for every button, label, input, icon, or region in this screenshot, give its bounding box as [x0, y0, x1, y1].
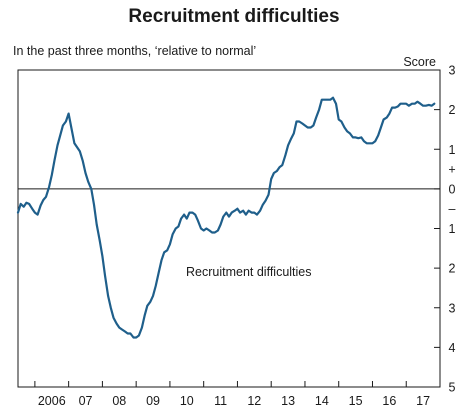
y-tick-label: 3	[449, 301, 456, 315]
series-line	[16, 96, 436, 339]
chart-title: Recruitment difficulties	[128, 6, 340, 27]
series-annotation: Recruitment difficulties	[186, 265, 312, 279]
x-tick-label: 14	[315, 394, 329, 408]
y-tick-label: 2	[449, 262, 456, 276]
y-tick-label: 1	[449, 222, 456, 236]
y-axis-label: Score	[403, 55, 436, 69]
y-tick-label: 0	[449, 182, 456, 196]
x-tick-label: 08	[112, 394, 126, 408]
x-tick-label: 15	[349, 394, 363, 408]
x-tick-label: 17	[416, 394, 430, 408]
y-tick-label: –	[449, 202, 456, 216]
x-tick-label: 11	[214, 394, 227, 408]
y-tick-label: 1	[449, 143, 456, 157]
y-tick-label: 4	[449, 341, 456, 355]
y-axis-ticks: 3 2 1 +0 – 1 2 3 4 5	[434, 64, 456, 395]
y-tick-label: 3	[449, 64, 456, 78]
x-tick-label: 10	[180, 394, 194, 408]
axes	[17, 69, 441, 388]
x-tick-label: 13	[281, 394, 295, 408]
y-tick-label: 5	[449, 381, 456, 395]
x-tick-label: 09	[146, 394, 160, 408]
y-tick-label: 2	[449, 103, 456, 117]
x-axis-ticks: 2006 07 08 09 10 11 12 13 14 15 16 17	[34, 381, 430, 408]
series-group	[16, 96, 436, 339]
y-tick-label: +	[448, 163, 455, 177]
plot-frame	[17, 69, 441, 388]
x-tick-label: 16	[382, 394, 396, 408]
x-tick-label: 12	[247, 394, 261, 408]
x-tick-label: 2006	[38, 394, 66, 408]
chart-subtitle: In the past three months, ‘relative to n…	[13, 44, 257, 58]
x-tick-label: 07	[79, 394, 93, 408]
